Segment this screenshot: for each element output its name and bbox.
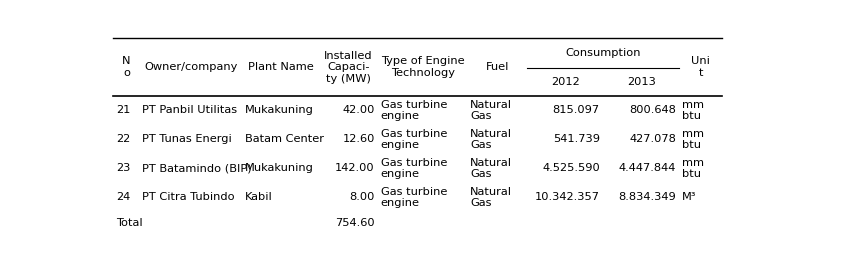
Text: 12.60: 12.60 [342, 134, 374, 145]
Text: 541.739: 541.739 [552, 134, 599, 145]
Text: Type of Engine
Technology: Type of Engine Technology [380, 56, 464, 78]
Text: PT Batamindo (BIP): PT Batamindo (BIP) [142, 163, 252, 173]
Text: Natural
Gas: Natural Gas [469, 157, 512, 179]
Text: mm
btu: mm btu [681, 157, 703, 179]
Text: 754.60: 754.60 [334, 218, 374, 228]
Text: 142.00: 142.00 [334, 163, 374, 173]
Text: M³: M³ [681, 192, 695, 202]
Text: 23: 23 [116, 163, 131, 173]
Text: Gas turbine
engine: Gas turbine engine [380, 100, 447, 121]
Text: Owner/company: Owner/company [144, 62, 237, 72]
Text: 42.00: 42.00 [342, 105, 374, 116]
Text: 8.834.349: 8.834.349 [618, 192, 676, 202]
Text: 8.00: 8.00 [349, 192, 374, 202]
Text: Natural
Gas: Natural Gas [469, 186, 512, 208]
Text: Mukakuning: Mukakuning [245, 163, 314, 173]
Text: 24: 24 [116, 192, 131, 202]
Text: Batam Center: Batam Center [245, 134, 323, 145]
Text: Total: Total [116, 218, 142, 228]
Text: Plant Name: Plant Name [247, 62, 313, 72]
Text: PT Citra Tubindo: PT Citra Tubindo [142, 192, 235, 202]
Text: 21: 21 [116, 105, 131, 116]
Text: Fuel: Fuel [485, 62, 508, 72]
Text: PT Tunas Energi: PT Tunas Energi [142, 134, 232, 145]
Text: 10.342.357: 10.342.357 [534, 192, 599, 202]
Text: Gas turbine
engine: Gas turbine engine [380, 157, 447, 179]
Text: 800.648: 800.648 [629, 105, 676, 116]
Text: mm
btu: mm btu [681, 129, 703, 150]
Text: Gas turbine
engine: Gas turbine engine [380, 129, 447, 150]
Text: 4.525.590: 4.525.590 [542, 163, 599, 173]
Text: 2013: 2013 [626, 77, 655, 87]
Text: 815.097: 815.097 [552, 105, 599, 116]
Text: 427.078: 427.078 [629, 134, 676, 145]
Text: Natural
Gas: Natural Gas [469, 129, 512, 150]
Text: Kabil: Kabil [245, 192, 272, 202]
Text: PT Panbil Utilitas: PT Panbil Utilitas [142, 105, 237, 116]
Text: Consumption: Consumption [565, 48, 640, 58]
Text: 2012: 2012 [550, 77, 579, 87]
Text: N
o: N o [122, 56, 131, 78]
Text: 4.447.844: 4.447.844 [618, 163, 676, 173]
Text: Mukakuning: Mukakuning [245, 105, 314, 116]
Text: mm
btu: mm btu [681, 100, 703, 121]
Text: 22: 22 [116, 134, 131, 145]
Text: Installed
Capaci-
ty (MW): Installed Capaci- ty (MW) [323, 51, 372, 84]
Text: Natural
Gas: Natural Gas [469, 100, 512, 121]
Text: Uni
t: Uni t [691, 56, 710, 78]
Text: Gas turbine
engine: Gas turbine engine [380, 186, 447, 208]
